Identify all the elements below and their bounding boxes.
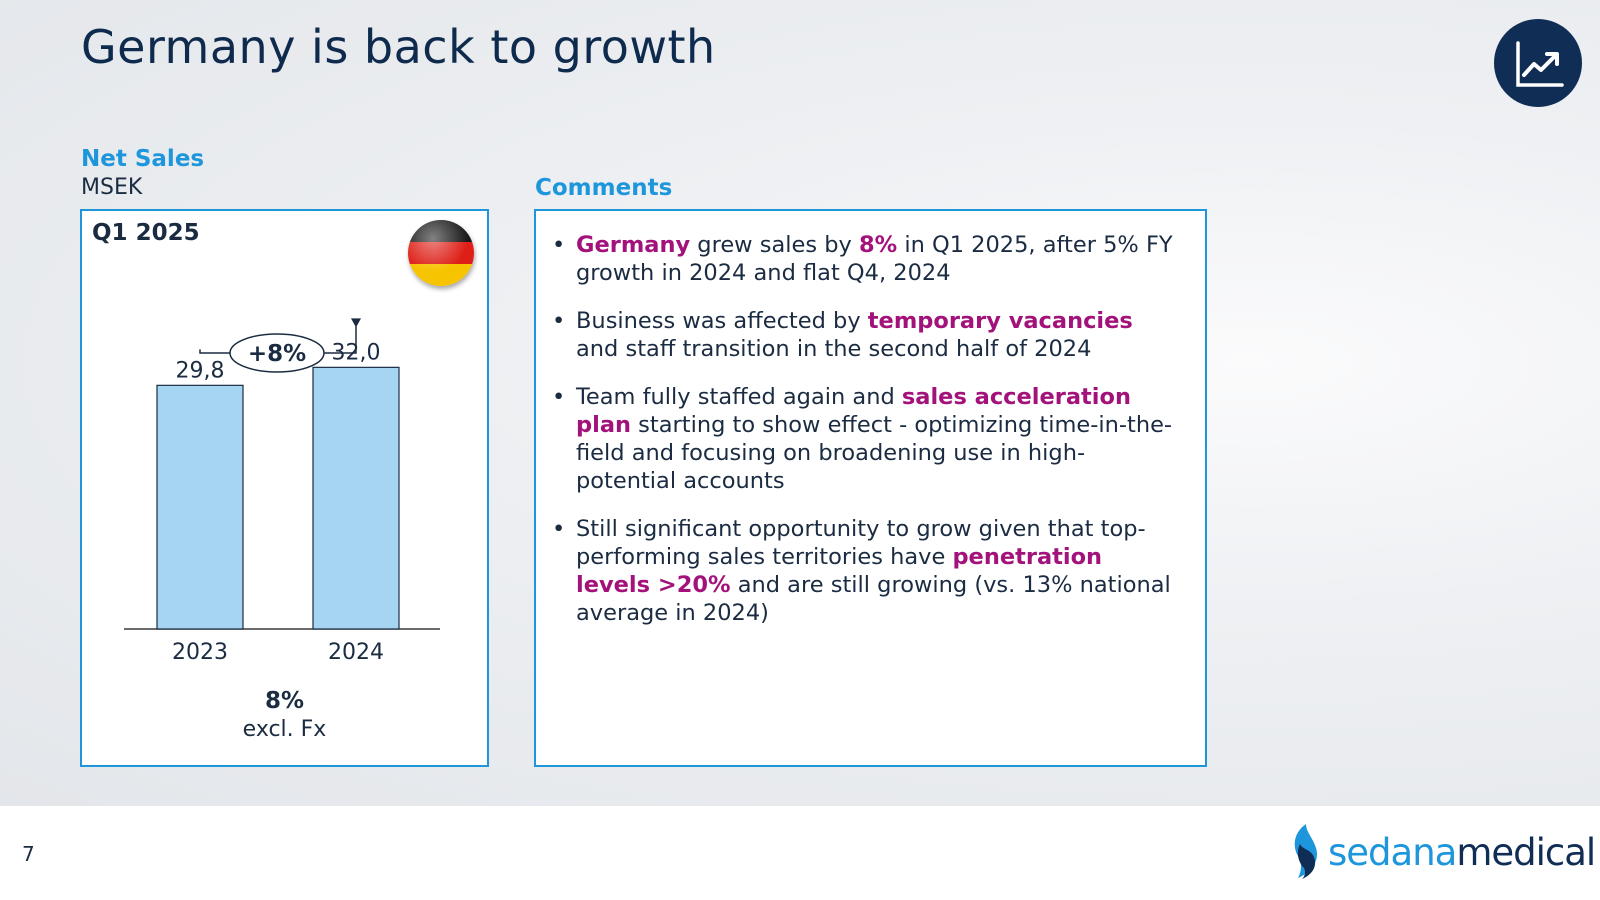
bar-2023 xyxy=(156,384,244,630)
comment-bullet-3: • Team fully staffed again and sales acce… xyxy=(552,383,1182,495)
highlighted-text: 8% xyxy=(858,232,898,258)
net-sales-chart-panel: Q1 2025 +8% 29,8 2023 32,0 2024 8% excl. Fx xyxy=(80,209,489,767)
brand-name-part1: sedana xyxy=(1328,831,1457,874)
bullet-marker: • xyxy=(552,516,566,542)
comments-heading: Comments xyxy=(535,175,673,201)
germany-flag-icon xyxy=(408,220,474,286)
fx-growth-value: 8% xyxy=(264,688,305,714)
comment-bullet-1: • Germany grew sales by 8% in Q1 2025, af… xyxy=(552,231,1182,287)
logo-mark-icon xyxy=(1294,824,1318,879)
comment-text: Team fully staffed again and xyxy=(576,384,902,410)
category-label: 2023 xyxy=(172,640,228,665)
fx-growth-label: excl. Fx xyxy=(242,717,327,742)
comment-text: Still significant opportunity to grow gi… xyxy=(576,516,1146,570)
brand-name-part2: medical xyxy=(1456,831,1596,874)
comment-text: and are still growing (vs. 13% national … xyxy=(576,572,1171,626)
comments-panel: • Germany grew sales by 8% in Q1 2025, af… xyxy=(534,209,1207,767)
highlighted-text: temporary vacancies xyxy=(867,308,1133,334)
comment-text: and staff transition in the second half … xyxy=(576,336,1092,362)
line-chart-trend-icon xyxy=(1494,19,1582,107)
bar-2024 xyxy=(312,366,400,630)
comment-bullet-4: • Still significant opportunity to grow g… xyxy=(552,515,1182,627)
comment-text: in Q1 2025, after 5% FY growth in 2024 a… xyxy=(576,232,1173,286)
highlighted-text: sales acceleration plan xyxy=(576,384,1131,438)
bullet-marker: • xyxy=(552,308,566,334)
comments-list: • Germany grew sales by 8% in Q1 2025, af… xyxy=(552,231,1182,647)
comment-text: grew sales by xyxy=(690,232,859,258)
growth-connector-arrowhead xyxy=(351,318,361,328)
highlighted-text: penetration levels >20% xyxy=(576,544,1103,598)
net-sales-bar-chart: +8% 29,8 2023 32,0 2024 xyxy=(124,318,440,665)
brand-name: sedanamedical xyxy=(1328,831,1596,874)
comment-text: Business was affected by xyxy=(576,308,868,334)
page-title: Germany is back to growth xyxy=(81,20,716,74)
sedana-medical-logo: sedanamedical xyxy=(1286,822,1596,880)
category-label: 2024 xyxy=(328,640,384,665)
period-label: Q1 2025 xyxy=(92,220,200,246)
bullet-marker: • xyxy=(552,384,566,410)
comment-bullet-2: • Business was affected by temporary vaca… xyxy=(552,307,1182,363)
bar-value-label: 32,0 xyxy=(332,340,381,365)
growth-callout-bubble xyxy=(229,333,325,373)
comment-text: starting to show effect - optimizing tim… xyxy=(576,412,1173,494)
page-number: 7 xyxy=(22,842,35,866)
bar-value-label: 29,8 xyxy=(176,358,225,383)
net-sales-heading: Net Sales xyxy=(81,146,205,172)
bullet-marker: • xyxy=(552,232,566,258)
growth-callout: +8% xyxy=(248,341,306,367)
net-sales-unit: MSEK xyxy=(81,175,143,200)
highlighted-text: Germany xyxy=(576,232,691,258)
